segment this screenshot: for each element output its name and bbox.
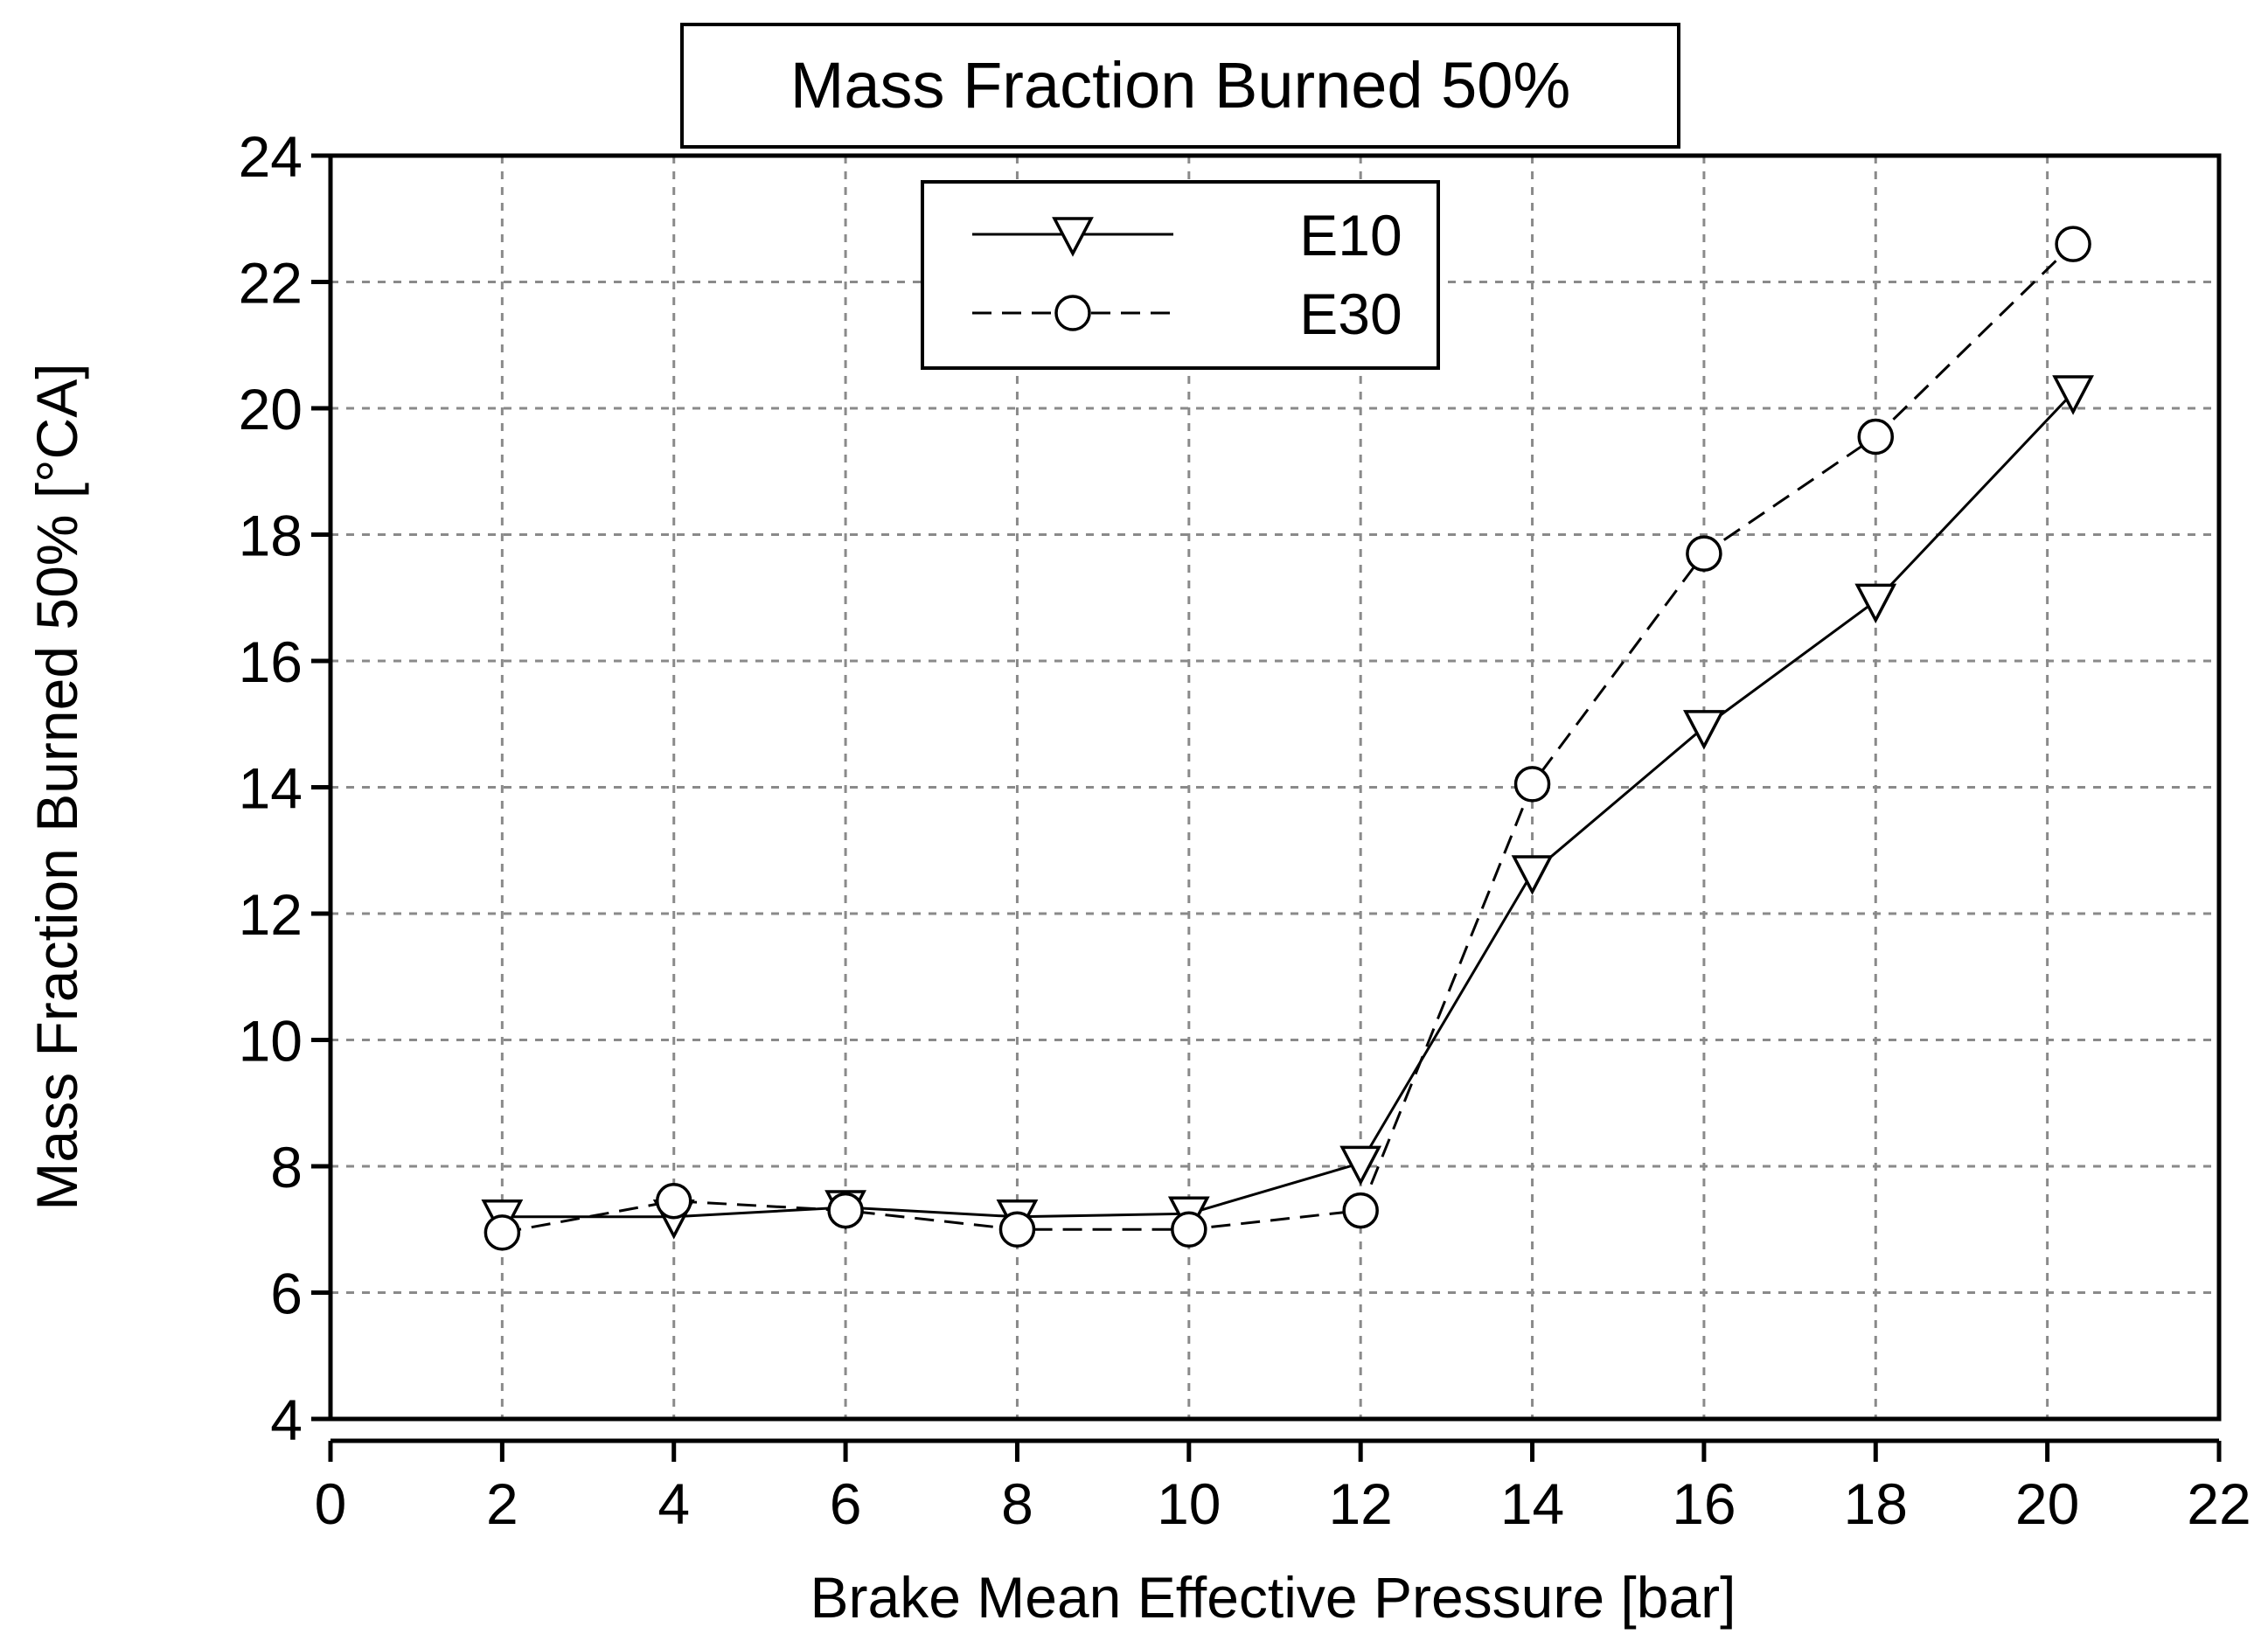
x-tick-label: 14 [1500, 1471, 1564, 1536]
data-point-e10 [2052, 375, 2094, 415]
legend-marker-e10 [1052, 217, 1094, 257]
x-tick-label: 6 [830, 1471, 862, 1536]
series-line-e30 [502, 243, 2075, 1234]
data-point-e30 [1342, 1192, 1379, 1229]
data-point-e30 [827, 1192, 864, 1229]
y-tick-label: 12 [239, 882, 303, 947]
y-tick-label: 16 [239, 629, 303, 694]
legend-box [921, 180, 1440, 370]
data-point-e30 [2055, 226, 2091, 262]
x-tick-label: 16 [1672, 1471, 1736, 1536]
y-tick-label: 8 [270, 1135, 303, 1199]
data-point-e30 [1513, 766, 1551, 803]
data-point-e30 [655, 1182, 692, 1220]
data-point-e30 [1857, 418, 1895, 455]
data-point-e30 [998, 1211, 1036, 1248]
x-tick-label: 8 [1001, 1471, 1033, 1536]
x-tick-label: 0 [315, 1471, 347, 1536]
data-point-e30 [1686, 535, 1722, 572]
y-tick-label: 24 [239, 124, 303, 189]
y-tick-label: 18 [239, 504, 303, 568]
x-tick-label: 2 [486, 1471, 518, 1536]
data-point-e10 [1511, 855, 1554, 895]
x-tick-label: 10 [1157, 1471, 1221, 1536]
title-box [680, 23, 1680, 149]
x-tick-label: 4 [657, 1471, 690, 1536]
data-point-e30 [484, 1214, 521, 1251]
legend-label-e30: E30 [1299, 282, 1402, 346]
y-tick-label: 4 [270, 1387, 303, 1452]
chart-title: Mass Fraction Burned 50% [790, 49, 1571, 122]
series-layer [481, 226, 2094, 1251]
series-line-e10 [502, 391, 2075, 1219]
x-tick-label: 18 [1844, 1471, 1908, 1536]
y-axis-title: Mass Fraction Burned 50% [°CA] [24, 363, 89, 1210]
x-tick-label: 12 [1328, 1471, 1392, 1536]
series-e10 [481, 375, 2094, 1240]
y-tick-label: 20 [239, 377, 303, 442]
x-tick-label: 20 [2015, 1471, 2079, 1536]
legend-marker-e30 [1054, 295, 1091, 331]
x-axis-title: Brake Mean Effective Pressure [bar] [810, 1565, 1736, 1630]
data-point-e10 [1683, 710, 1725, 750]
x-axis: 0 2 4 6 8 10 12 14 16 18 20 22 [315, 1438, 2251, 1536]
data-point-e10 [1339, 1145, 1382, 1186]
series-e30 [484, 226, 2091, 1251]
data-point-e30 [1171, 1211, 1207, 1248]
y-tick-label: 10 [239, 1009, 303, 1074]
x-tick-label: 22 [2187, 1471, 2251, 1536]
y-tick-label: 22 [239, 251, 303, 316]
y-tick-label: 14 [239, 756, 303, 821]
y-axis: 4 6 8 10 12 14 16 18 20 22 24 [239, 124, 330, 1452]
legend-label-e10: E10 [1299, 203, 1402, 268]
data-point-e10 [1854, 583, 1897, 624]
y-tick-label: 6 [270, 1262, 303, 1326]
